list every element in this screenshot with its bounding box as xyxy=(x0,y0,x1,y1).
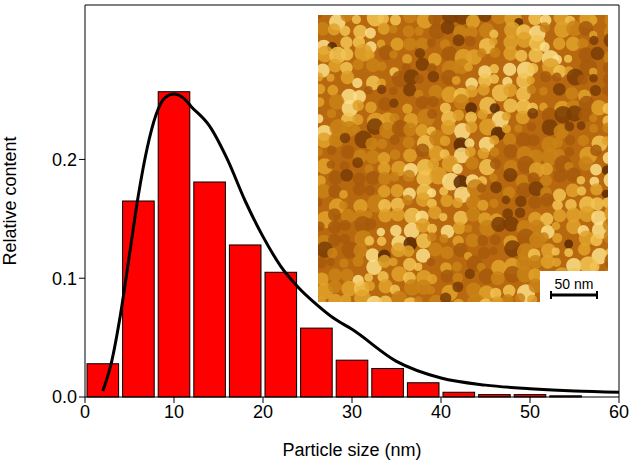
svg-text:30: 30 xyxy=(342,402,362,422)
svg-text:40: 40 xyxy=(431,402,451,422)
svg-text:Relative content: Relative content xyxy=(0,136,20,265)
svg-text:50 nm: 50 nm xyxy=(555,276,594,292)
svg-text:50: 50 xyxy=(520,402,540,422)
svg-text:Particle size (nm): Particle size (nm) xyxy=(282,440,421,460)
svg-text:0: 0 xyxy=(80,402,90,422)
svg-text:0.1: 0.1 xyxy=(52,269,77,289)
svg-text:0.2: 0.2 xyxy=(52,150,77,170)
svg-text:60: 60 xyxy=(609,402,629,422)
svg-text:10: 10 xyxy=(164,402,184,422)
svg-text:20: 20 xyxy=(253,402,273,422)
svg-text:0.0: 0.0 xyxy=(52,387,77,407)
